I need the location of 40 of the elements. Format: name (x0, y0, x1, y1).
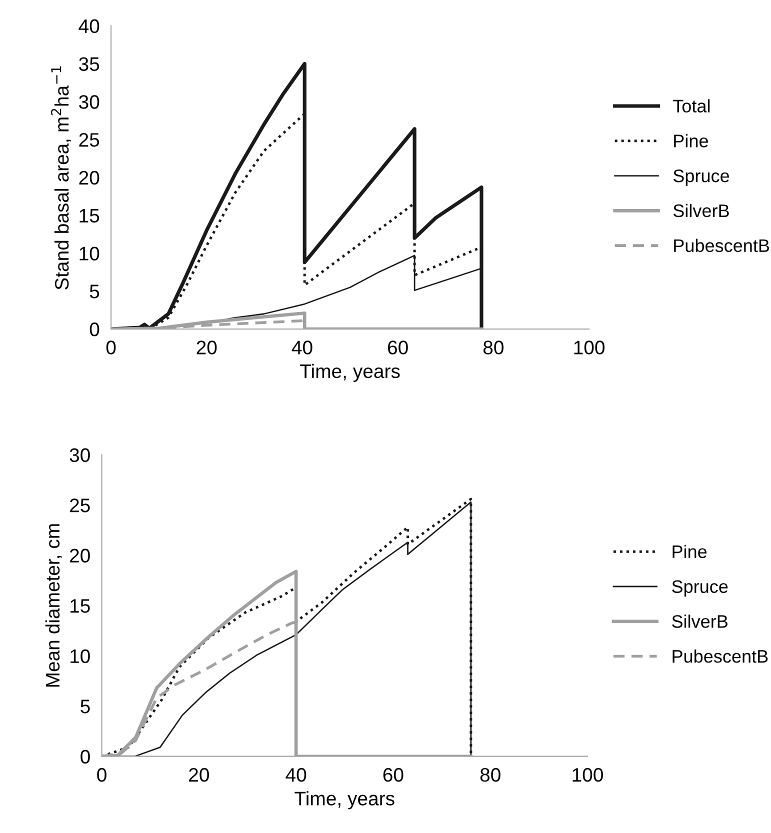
x-tick-label: 100 (574, 340, 605, 354)
legend-label: Spruce (673, 169, 730, 186)
y-tick-label: 5 (80, 700, 90, 714)
y-tick-label: 10 (80, 246, 100, 260)
x-tick-label: 60 (383, 768, 404, 782)
x-tick-label: 20 (189, 768, 209, 782)
legend-label: PubescentB (672, 650, 768, 663)
x-tick-label: 20 (196, 340, 217, 354)
y-tick-label: 20 (70, 548, 90, 563)
y-tick-label: 35 (79, 57, 100, 71)
x-axis-title: Time, years (300, 364, 400, 382)
y-tick-label: 0 (90, 322, 100, 336)
y-tick-label: 30 (70, 448, 90, 462)
legend-label: PubescentB (674, 238, 770, 252)
legend-label: Total (673, 99, 710, 112)
x-tick-label: 40 (286, 768, 306, 782)
y-tick-label: 30 (79, 95, 100, 109)
y-tick-label: 15 (70, 599, 90, 613)
y-tick-label: 40 (78, 19, 100, 34)
y-tick-label: 20 (79, 170, 100, 185)
x-tick-label: 60 (388, 340, 408, 354)
y-tick-label: 5 (90, 284, 100, 298)
legend-label: Spruce (672, 580, 728, 597)
legend-label: SilverB (673, 204, 729, 218)
x-tick-label: 100 (572, 768, 603, 782)
y-tick-label: 10 (70, 649, 90, 664)
legend-label: Pine (674, 134, 708, 148)
y-axis-title: Mean diameter, cm (45, 524, 62, 687)
y-tick-label: 25 (70, 498, 90, 512)
x-tick-label: 40 (292, 340, 312, 354)
x-tick-label: 80 (480, 768, 500, 782)
y-tick-label: 15 (80, 209, 100, 223)
legend-label: SilverB (672, 614, 728, 628)
legend-label: Pine (672, 544, 707, 558)
x-tick-label: 0 (106, 340, 116, 354)
x-tick-label: 80 (483, 340, 504, 354)
y-tick-label: 0 (80, 750, 90, 764)
y-tick-label: 25 (79, 132, 100, 147)
x-axis-title: Time, years (294, 791, 394, 810)
y-axis-title: Stand basal area, m$^{2}$ha$^{−1}$ (51, 66, 72, 290)
